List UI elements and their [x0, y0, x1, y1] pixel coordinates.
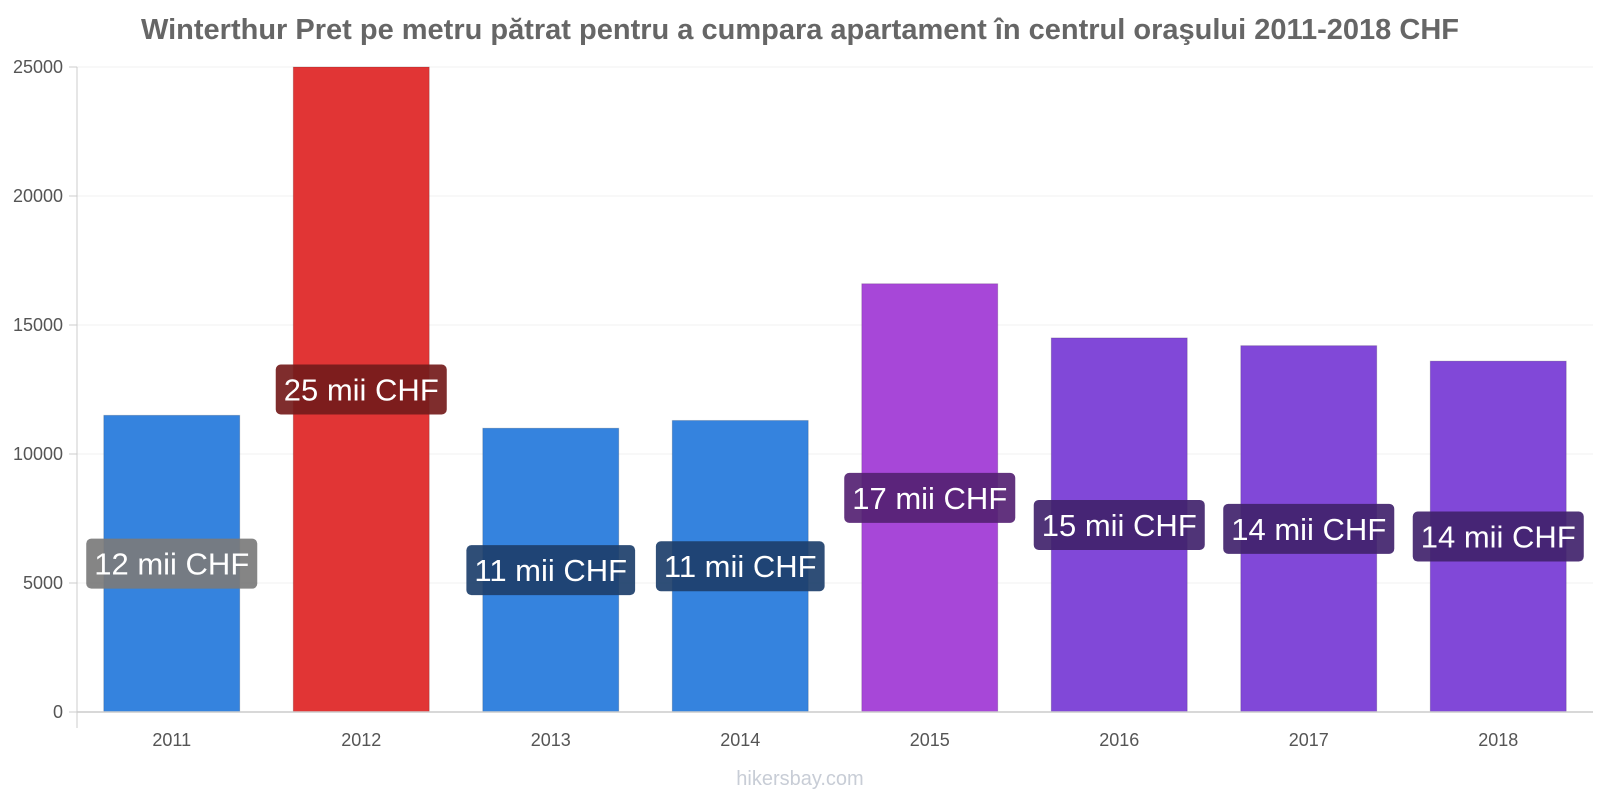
- y-tick-label: 25000: [13, 57, 63, 77]
- data-label-2012: 25 mii CHF: [275, 364, 447, 415]
- x-tick-label: 2017: [1289, 730, 1329, 750]
- data-label-text: 14 mii CHF: [1231, 512, 1386, 547]
- data-label-2017: 14 mii CHF: [1223, 503, 1395, 554]
- data-labels: 12 mii CHF 25 mii CHF 11 mii CHF 11 mii CHF…: [86, 364, 1584, 596]
- y-tick-label: 20000: [13, 186, 63, 206]
- data-label-text: 25 mii CHF: [284, 373, 439, 408]
- data-label-box: [844, 472, 1016, 523]
- axes: 0 5000 10000 15000 20000 25000 2011 2012 2013 201…: [13, 57, 1593, 750]
- data-label-box: [1033, 499, 1205, 550]
- y-tick-label: 10000: [13, 444, 63, 464]
- x-tick-label: 2014: [720, 730, 760, 750]
- data-label-2016: 15 mii CHF: [1033, 499, 1205, 550]
- data-label-box: [655, 541, 825, 592]
- data-label-text: 11 mii CHF: [474, 553, 627, 588]
- x-tick-label: 2015: [910, 730, 950, 750]
- x-tick-label: 2013: [531, 730, 571, 750]
- data-label-2015: 17 mii CHF: [844, 472, 1016, 523]
- watermark: hikersbay.com: [736, 768, 864, 790]
- y-tick-label: 0: [53, 702, 63, 722]
- data-label-box: [86, 538, 258, 589]
- data-label-box: [466, 545, 636, 596]
- data-label-2014: 11 mii CHF: [655, 541, 825, 592]
- data-label-box: [1223, 503, 1395, 554]
- data-label-2013: 11 mii CHF: [466, 545, 636, 596]
- data-label-text: 15 mii CHF: [1042, 508, 1197, 543]
- data-label-box: [275, 364, 447, 415]
- x-tick-label: 2011: [152, 730, 191, 750]
- data-label-text: 11 mii CHF: [664, 549, 817, 584]
- chart-title: Winterthur Pret pe metru pătrat pentru a…: [141, 14, 1459, 46]
- data-label-text: 17 mii CHF: [852, 481, 1007, 516]
- data-label-2011: 12 mii CHF: [86, 538, 258, 589]
- y-tick-label: 5000: [23, 573, 63, 593]
- data-label-2018: 14 mii CHF: [1412, 511, 1584, 562]
- data-label-text: 14 mii CHF: [1421, 520, 1576, 555]
- x-tick-label: 2018: [1478, 730, 1518, 750]
- data-label-box: [1412, 511, 1584, 562]
- x-tick-label: 2012: [341, 730, 381, 750]
- y-tick-label: 15000: [13, 315, 63, 335]
- data-label-text: 12 mii CHF: [94, 547, 249, 582]
- x-tick-label: 2016: [1099, 730, 1139, 750]
